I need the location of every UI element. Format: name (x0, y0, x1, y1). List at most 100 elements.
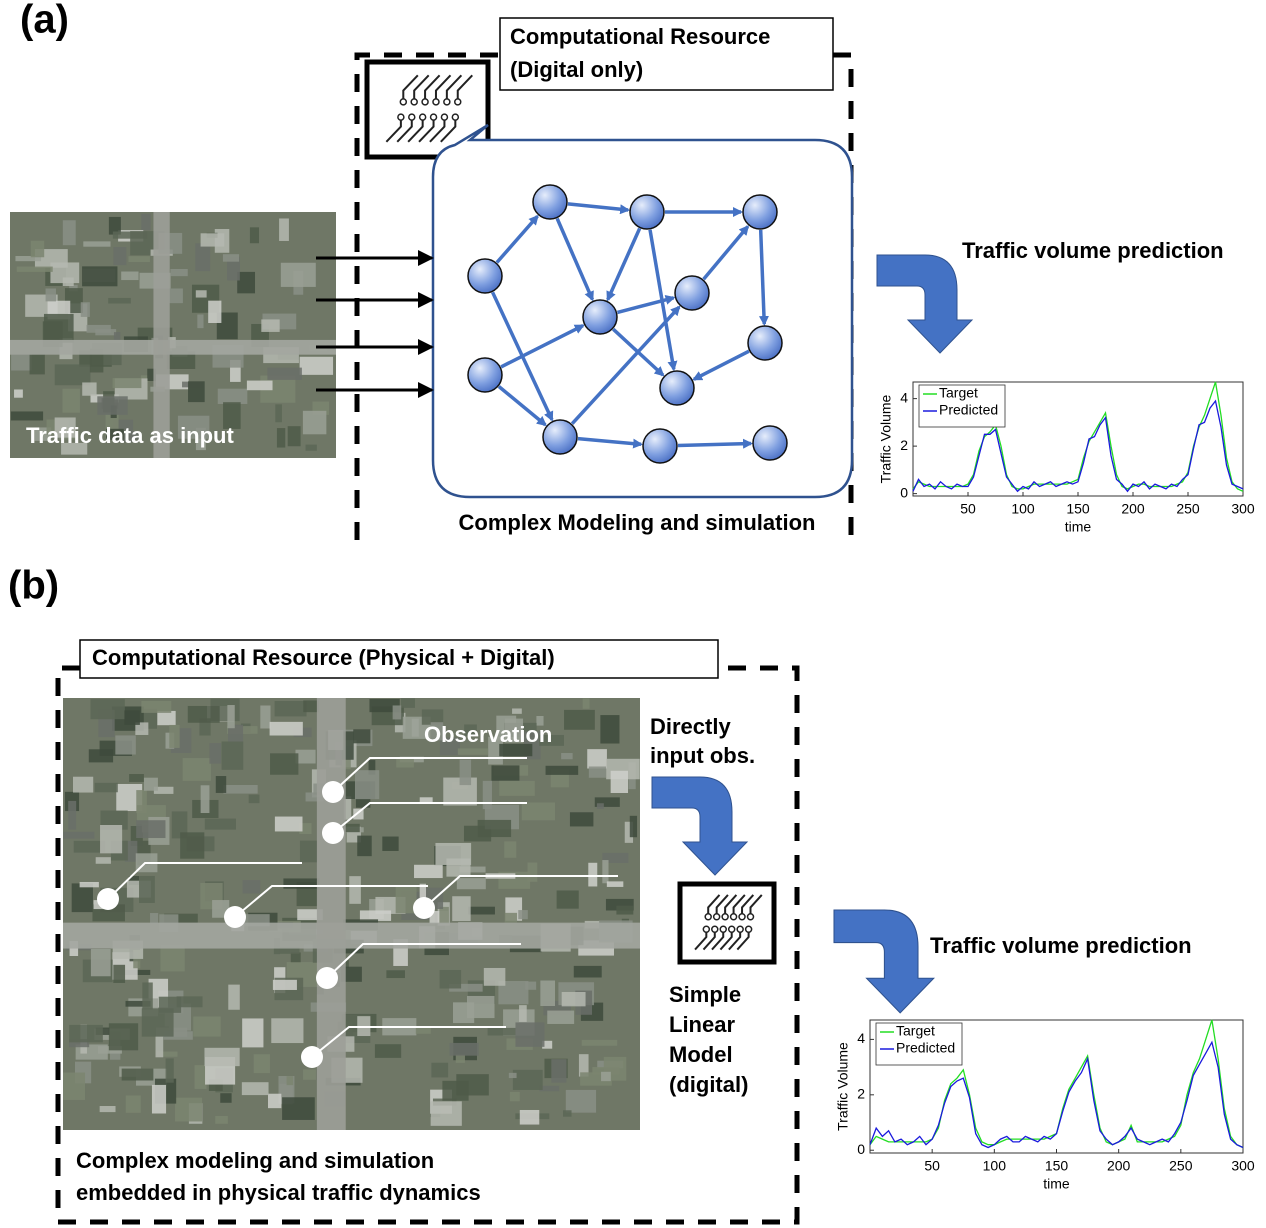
chip-pad (720, 926, 726, 932)
photo-block (499, 781, 535, 796)
photo-road (317, 698, 346, 1130)
chip-pad (452, 114, 458, 120)
photo-block (11, 411, 43, 420)
chip-pad (722, 914, 728, 920)
photo-block (166, 1058, 174, 1082)
photo-block (136, 820, 165, 838)
photo-block (275, 817, 303, 832)
photo-block (270, 753, 298, 774)
photo-block (277, 428, 285, 447)
x-tick-label: 250 (1176, 501, 1200, 517)
photo-block (279, 218, 289, 240)
photo-block (100, 1106, 116, 1112)
y-tick-label: 2 (857, 1086, 865, 1102)
photo-block (144, 778, 158, 791)
photo-block (440, 970, 462, 988)
graph-node (583, 300, 617, 334)
chip-pad (737, 926, 743, 932)
model-label: Linear (669, 1012, 735, 1037)
photo-block (63, 220, 76, 245)
chip-pad (398, 114, 404, 120)
photo-block (80, 882, 99, 887)
chip-pad (420, 114, 426, 120)
photo-block (453, 1002, 474, 1023)
photo-block (375, 1044, 401, 1058)
photo-block (89, 749, 113, 762)
model-caption: Complex Modeling and simulation (459, 510, 816, 535)
photo-block (287, 1076, 294, 1085)
photo-block (188, 706, 220, 723)
photo-block (156, 1036, 164, 1057)
photo-block (81, 302, 90, 317)
photo-block (142, 982, 152, 1009)
graph-node (630, 195, 664, 229)
photo-block (281, 263, 316, 287)
photo-block (83, 241, 110, 246)
photo-block (128, 256, 149, 262)
photo-block (237, 272, 255, 293)
photo-block (250, 227, 259, 243)
photo-block (452, 896, 470, 921)
photo-block (306, 445, 317, 451)
chip-pad (748, 914, 754, 920)
observation-point (322, 822, 344, 844)
graph-node (468, 358, 502, 392)
photo-block (491, 765, 519, 780)
bent-arrow (652, 777, 747, 875)
photo-block (55, 364, 91, 385)
photo-block (295, 750, 315, 764)
photo-block (169, 288, 183, 303)
input-label: Traffic data as input (26, 423, 234, 448)
photo-block (152, 1085, 166, 1114)
y-tick-label: 2 (900, 437, 908, 453)
photo-block (456, 1055, 465, 1063)
photo-block (216, 776, 226, 793)
photo-block (450, 1043, 479, 1056)
photo-block (515, 1022, 544, 1046)
photo-block (268, 1094, 281, 1108)
photo-block (139, 876, 155, 903)
photo-block (602, 860, 608, 883)
legend-label: Predicted (896, 1040, 955, 1056)
x-axis-label: time (1043, 1176, 1070, 1192)
photo-block (44, 314, 74, 343)
photo-block (283, 878, 319, 888)
photo-block (188, 381, 205, 402)
photo-block (86, 325, 110, 333)
photo-block (357, 836, 371, 857)
chip-pad (455, 99, 461, 105)
photo-block (31, 241, 44, 258)
direct-label: input obs. (650, 743, 755, 768)
direct-label: Directly (650, 714, 731, 739)
photo-block (122, 1069, 154, 1081)
photo-block (109, 1023, 138, 1050)
chip-pad (441, 114, 447, 120)
observation-label: Observation (424, 722, 552, 747)
legend-label: Target (939, 385, 978, 401)
chip-pad (433, 99, 439, 105)
chip-pad (746, 926, 752, 932)
photo-block (136, 790, 147, 813)
photo-block (528, 862, 538, 881)
photo-block (509, 1073, 517, 1078)
photo-block (97, 396, 127, 414)
graph-node (660, 371, 694, 405)
graph-node (643, 429, 677, 463)
x-tick-label: 50 (960, 501, 976, 517)
photo-block (242, 1018, 263, 1047)
panel-label: (b) (8, 564, 59, 608)
x-tick-label: 100 (983, 1158, 1007, 1174)
photo-block (522, 802, 555, 820)
photo-block (30, 355, 45, 375)
photo-road (153, 212, 169, 458)
photo-block (69, 1025, 103, 1042)
photo-block (170, 269, 187, 276)
photo-block (142, 1008, 174, 1036)
photo-block (457, 878, 486, 889)
photo-block (228, 985, 239, 1010)
photo-block (431, 1101, 462, 1126)
y-tick-label: 0 (857, 1141, 865, 1157)
photo-block (209, 743, 221, 764)
photo-block (270, 722, 303, 736)
photo-block (222, 741, 244, 769)
